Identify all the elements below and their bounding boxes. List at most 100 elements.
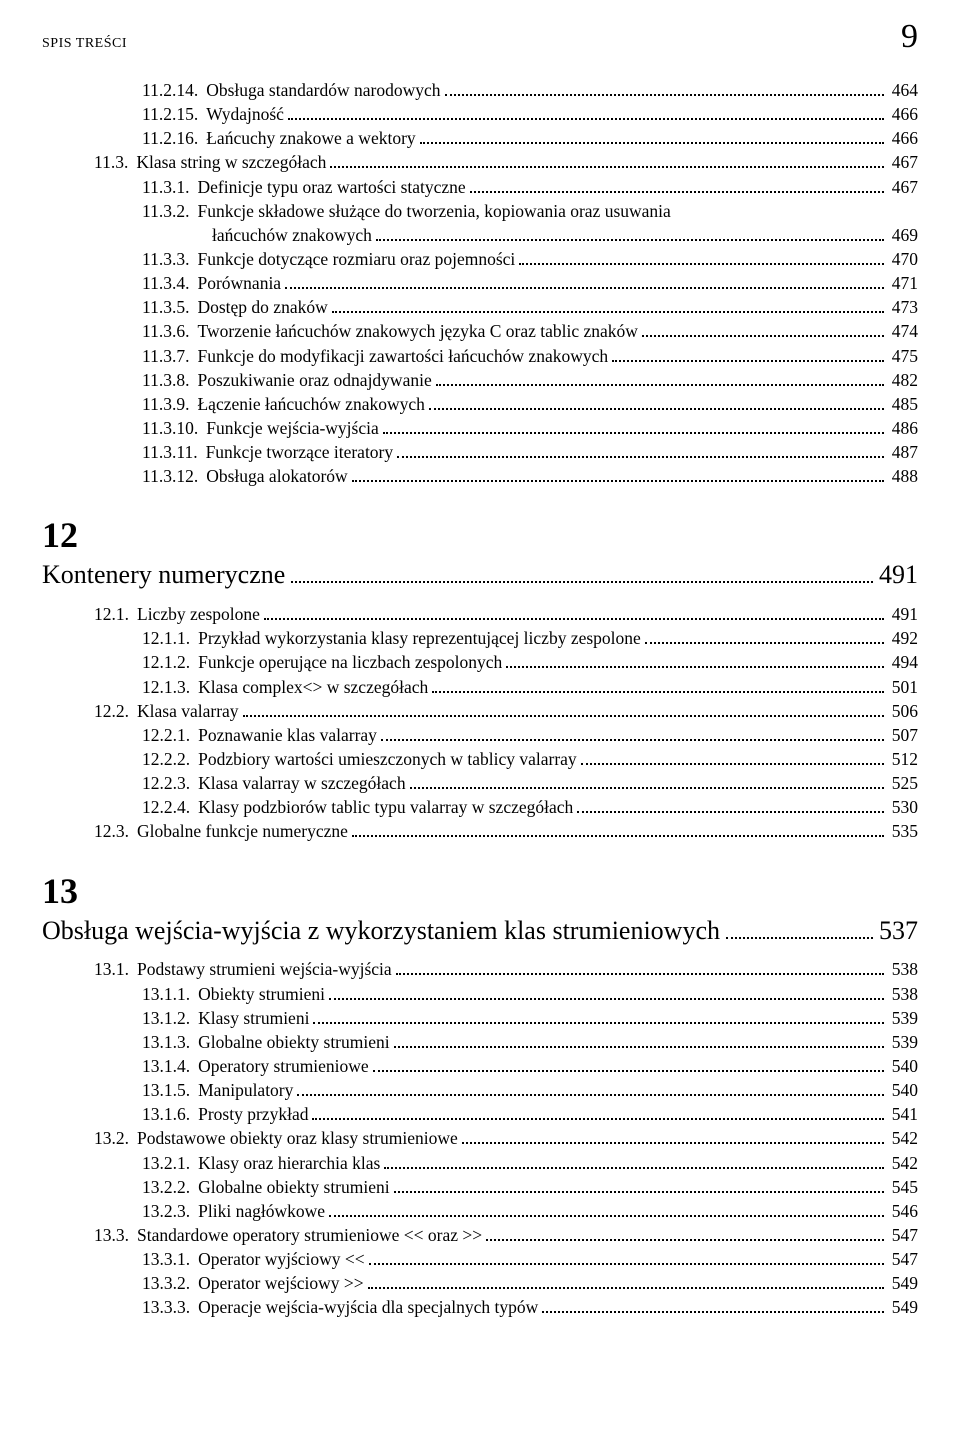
toc-entry: 13.1.5.Manipulatory 540 [42, 1078, 918, 1102]
chapter-heading: Obsługa wejścia-wyjścia z wykorzystaniem… [42, 914, 918, 948]
entry-title: Standardowe operatory strumieniowe << or… [137, 1223, 482, 1247]
leader-dots [581, 763, 884, 765]
entry-page: 539 [888, 1006, 918, 1030]
leader-dots [368, 1287, 884, 1289]
entry-title: Operatory strumieniowe [198, 1054, 369, 1078]
entry-title: Funkcje wejścia-wyjścia [206, 416, 379, 440]
entry-number: 11.3. [94, 150, 136, 174]
leader-dots [645, 642, 884, 644]
entry-title: Funkcje tworzące iteratory [206, 440, 394, 464]
entry-page: 474 [888, 319, 918, 343]
leader-dots [542, 1311, 883, 1313]
running-header: SPIS TREŚCI 9 [42, 18, 918, 56]
toc-entry: 13.1.1.Obiekty strumieni538 [42, 982, 918, 1006]
entry-title: Klasy strumieni [198, 1006, 309, 1030]
entry-title: Dostęp do znaków [197, 295, 327, 319]
leader-dots [506, 666, 883, 668]
leader-dots [445, 94, 884, 96]
leader-dots [243, 715, 884, 717]
entry-number: 13.2.3. [142, 1199, 198, 1223]
entry-title: Funkcje do modyfikacji zawartości łańcuc… [197, 344, 608, 368]
entry-page: 473 [888, 295, 918, 319]
entry-number: 11.3.8. [142, 368, 197, 392]
entry-title: Obsługa standardów narodowych [206, 78, 440, 102]
entry-title: Funkcje operujące na liczbach zespolonyc… [198, 650, 502, 674]
entry-number: 11.2.15. [142, 102, 206, 126]
entry-title: Prosty przykład [198, 1102, 308, 1126]
entry-number: 13.2.2. [142, 1175, 198, 1199]
entry-title: Łączenie łańcuchów znakowych [197, 392, 424, 416]
entry-number: 13.1.4. [142, 1054, 198, 1078]
entry-title: Klasa valarray [137, 699, 239, 723]
leader-dots [285, 287, 884, 289]
entry-number: 13.1.3. [142, 1030, 198, 1054]
entry-number: 13.3.2. [142, 1271, 198, 1295]
leader-dots [264, 618, 884, 620]
entry-page: 541 [888, 1102, 918, 1126]
entry-number: 13.2. [94, 1126, 137, 1150]
entry-title: Poznawanie klas valarray [198, 723, 377, 747]
entry-page: 542 [888, 1126, 918, 1150]
entry-page: 470 [888, 247, 918, 271]
entry-title: Operator wyjściowy << [198, 1247, 365, 1271]
leader-dots [612, 360, 884, 362]
toc-entry: 11.3.11.Funkcje tworzące iteratory487 [42, 440, 918, 464]
entry-page: 507 [888, 723, 918, 747]
leader-dots [429, 408, 884, 410]
entry-page: 538 [888, 982, 918, 1006]
toc-entry: 12.2.1.Poznawanie klas valarray 507 [42, 723, 918, 747]
toc-entry-continuation: łańcuchów znakowych469 [42, 223, 918, 247]
entry-title: Tworzenie łańcuchów znakowych języka C o… [197, 319, 637, 343]
entry-title: Podstawy strumieni wejścia-wyjścia [137, 957, 392, 981]
chapter-page: 537 [879, 914, 918, 948]
chapter-title: Kontenery numeryczne [42, 558, 285, 592]
chapter-number: 12 [42, 514, 918, 556]
toc-entry: 11.3.9.Łączenie łańcuchów znakowych 485 [42, 392, 918, 416]
entry-page: 546 [888, 1199, 918, 1223]
entry-page: 539 [888, 1030, 918, 1054]
leader-dots [577, 811, 883, 813]
entry-number: 11.3.12. [142, 464, 206, 488]
leader-dots [297, 1094, 883, 1096]
entry-number: 12.3. [94, 819, 137, 843]
entry-title: Pliki nagłówkowe [198, 1199, 325, 1223]
toc-entry: 11.3.12.Obsługa alokatorów488 [42, 464, 918, 488]
chapter-heading: Kontenery numeryczne491 [42, 558, 918, 592]
entry-number: 12.1.2. [142, 650, 198, 674]
entry-title: Funkcje składowe służące do tworzenia, k… [197, 199, 670, 223]
entry-number: 13.1.5. [142, 1078, 198, 1102]
entry-number: 12.1. [94, 602, 137, 626]
entry-page: 492 [888, 626, 918, 650]
entry-page: 475 [888, 344, 918, 368]
entry-page: 467 [888, 150, 918, 174]
toc-entry: 11.3.Klasa string w szczegółach467 [42, 150, 918, 174]
entry-number: 13.1.2. [142, 1006, 198, 1030]
entry-page: 485 [888, 392, 918, 416]
chapter-number: 13 [42, 870, 918, 912]
leader-dots [384, 1167, 883, 1169]
leader-dots [352, 480, 884, 482]
toc-entry: 11.3.6.Tworzenie łańcuchów znakowych jęz… [42, 319, 918, 343]
toc-entry: 13.3.Standardowe operatory strumieniowe … [42, 1223, 918, 1247]
entry-page: 491 [888, 602, 918, 626]
leader-dots [373, 1070, 884, 1072]
entry-title: Podzbiory wartości umieszczonych w tabli… [198, 747, 577, 771]
toc-entry: 13.2.3.Pliki nagłówkowe 546 [42, 1199, 918, 1223]
entry-page: 540 [888, 1078, 918, 1102]
chapter-title: Obsługa wejścia-wyjścia z wykorzystaniem… [42, 914, 720, 948]
entry-number: 11.3.9. [142, 392, 197, 416]
toc-entry: 13.2.Podstawowe obiekty oraz klasy strum… [42, 1126, 918, 1150]
entry-number: 12.2.1. [142, 723, 198, 747]
entry-title: Poszukiwanie oraz odnajdywanie [197, 368, 431, 392]
leader-dots [519, 263, 883, 265]
toc-entry: 11.2.16.Łańcuchy znakowe a wektory466 [42, 126, 918, 150]
entry-page: 482 [888, 368, 918, 392]
entry-title: Manipulatory [198, 1078, 293, 1102]
leader-dots [394, 1046, 884, 1048]
entry-page: 542 [888, 1151, 918, 1175]
entry-page: 538 [888, 957, 918, 981]
leader-dots [396, 973, 884, 975]
leader-dots [352, 835, 884, 837]
entry-number: 11.3.10. [142, 416, 206, 440]
entry-title: Przykład wykorzystania klasy reprezentuj… [198, 626, 641, 650]
